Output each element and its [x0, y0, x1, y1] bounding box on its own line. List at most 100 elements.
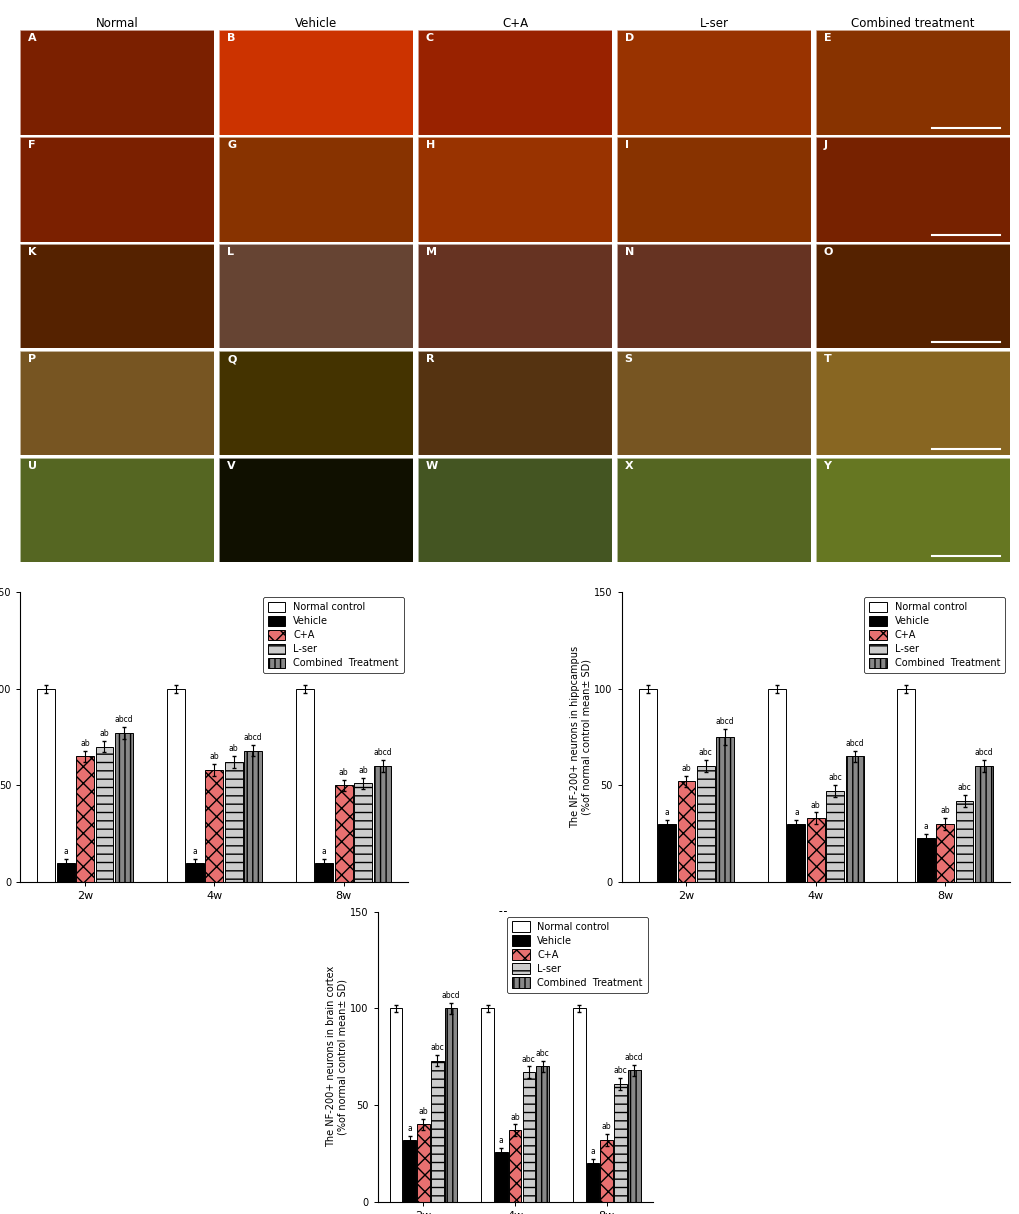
Bar [935, 824, 953, 883]
Bar [296, 688, 314, 883]
Bar [315, 863, 333, 883]
Bar [185, 863, 204, 883]
Text: a: a [407, 1124, 412, 1133]
Title: Combined treatment: Combined treatment [850, 17, 973, 30]
Text: a: a [664, 809, 668, 817]
Text: V: V [227, 461, 235, 471]
Text: a: a [63, 847, 68, 856]
Bar [404, 1140, 416, 1202]
Bar [430, 1061, 443, 1202]
Bar [916, 838, 933, 883]
Bar [696, 766, 714, 883]
Bar [522, 1072, 535, 1202]
Legend: Normal control, Vehicle, C+A, L-ser, Combined  Treatment: Normal control, Vehicle, C+A, L-ser, Com… [863, 597, 1004, 673]
Bar [373, 766, 391, 883]
Bar [845, 756, 863, 883]
Text: Q: Q [227, 354, 236, 364]
Text: E: E [822, 34, 830, 44]
Text: K: K [29, 248, 37, 257]
Legend: Normal control, Vehicle, C+A, L-ser, Combined  Treatment: Normal control, Vehicle, C+A, L-ser, Com… [263, 597, 404, 673]
Bar [715, 737, 734, 883]
Bar [573, 1009, 585, 1202]
Y-axis label: The NF-200+ neurons in hippcampus
(%of normal control mean± SD): The NF-200+ neurons in hippcampus (%of n… [570, 646, 591, 828]
Text: ab: ab [810, 800, 820, 810]
Text: N: N [624, 248, 634, 257]
Text: G: G [227, 141, 236, 151]
Bar [638, 688, 656, 883]
Text: B: B [227, 34, 235, 44]
Text: abcd: abcd [373, 748, 391, 758]
Text: abcd: abcd [715, 717, 734, 726]
Bar [115, 733, 132, 883]
Text: abcd: abcd [845, 738, 863, 748]
Text: abc: abc [430, 1043, 443, 1053]
Text: II: II [497, 910, 508, 926]
Bar [334, 785, 353, 883]
Text: Y: Y [822, 461, 830, 471]
Text: abc: abc [535, 1049, 549, 1057]
Text: ab: ab [681, 764, 691, 773]
Text: a: a [590, 1147, 595, 1157]
Bar [444, 1009, 457, 1202]
Bar [57, 863, 74, 883]
Bar [166, 688, 184, 883]
Bar [38, 688, 55, 883]
Bar [600, 1140, 612, 1202]
Bar [244, 750, 262, 883]
Text: T: T [822, 354, 830, 364]
Text: P: P [29, 354, 37, 364]
Text: abc: abc [957, 783, 970, 792]
Bar [897, 688, 914, 883]
Text: abc: abc [827, 773, 842, 783]
Text: L: L [227, 248, 233, 257]
Text: O: O [822, 248, 833, 257]
Text: abc: abc [613, 1066, 627, 1076]
Bar [508, 1130, 521, 1202]
Y-axis label: The NF-200+ neurons in brain cortex
(%of normal control mean± SD): The NF-200+ neurons in brain cortex (%of… [325, 966, 347, 1147]
Text: C: C [426, 34, 433, 44]
Text: abc: abc [522, 1055, 535, 1063]
Text: ab: ab [940, 806, 949, 816]
Text: A: A [29, 34, 37, 44]
Bar [96, 747, 113, 883]
Text: D: D [624, 34, 634, 44]
Text: abcd: abcd [441, 991, 460, 1000]
Bar [955, 801, 972, 883]
Bar [586, 1163, 599, 1202]
Bar [657, 824, 676, 883]
Bar [494, 1152, 507, 1202]
Bar [354, 783, 372, 883]
Text: M: M [426, 248, 436, 257]
Text: a: a [922, 822, 927, 830]
Text: a: a [193, 847, 198, 856]
Legend: Normal control, Vehicle, C+A, L-ser, Combined  Treatment: Normal control, Vehicle, C+A, L-ser, Com… [506, 917, 647, 993]
Text: W: W [426, 461, 438, 471]
Text: J: J [822, 141, 826, 151]
Bar [825, 792, 844, 883]
Text: ab: ab [338, 767, 348, 777]
Text: a: a [322, 847, 326, 856]
Text: ab: ab [358, 766, 368, 775]
Bar [613, 1084, 626, 1202]
Text: abcd: abcd [244, 733, 262, 742]
Text: ab: ab [209, 753, 219, 761]
Text: a: a [498, 1136, 503, 1145]
Text: ab: ab [510, 1112, 520, 1122]
Text: H: H [426, 141, 435, 151]
Title: Vehicle: Vehicle [294, 17, 337, 30]
Text: ab: ab [228, 744, 238, 754]
Text: X: X [624, 461, 633, 471]
Bar [224, 762, 243, 883]
Bar [481, 1009, 493, 1202]
Text: abcd: abcd [114, 715, 133, 725]
Text: abc: abc [698, 748, 712, 758]
Bar [389, 1009, 401, 1202]
Text: S: S [624, 354, 632, 364]
Text: abcd: abcd [625, 1053, 643, 1061]
Bar [417, 1124, 429, 1202]
Bar [76, 756, 94, 883]
Text: F: F [29, 141, 36, 151]
Bar [806, 818, 824, 883]
Text: ab: ab [100, 728, 109, 738]
Text: a: a [793, 809, 798, 817]
